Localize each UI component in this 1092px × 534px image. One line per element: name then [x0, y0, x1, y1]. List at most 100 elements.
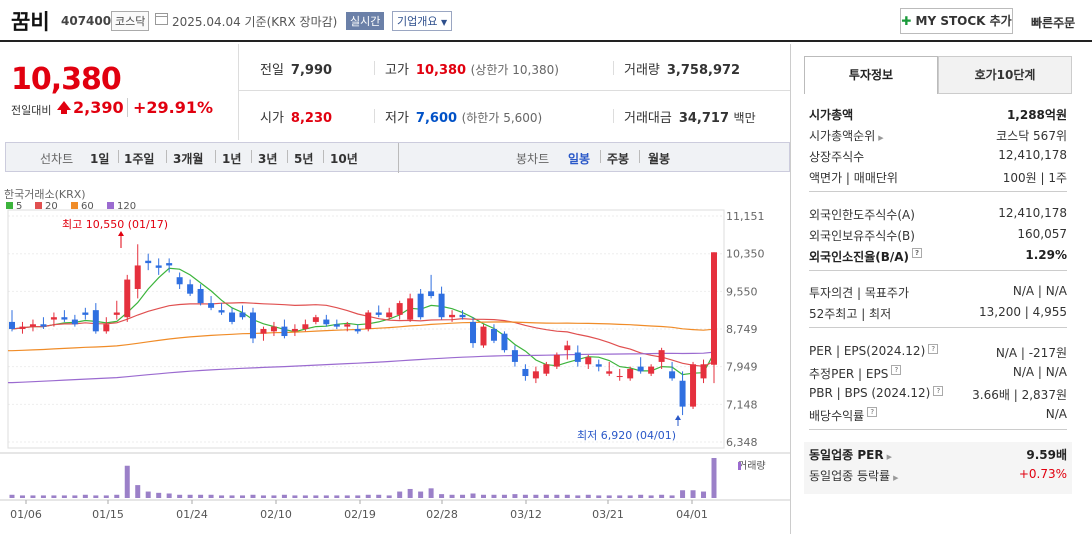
add-mystock-button[interactable]: ✚ MY STOCK 추가: [900, 8, 1013, 34]
current-price: 10,380: [11, 62, 122, 97]
period-10y[interactable]: 10년: [330, 152, 358, 166]
divider: [238, 44, 239, 140]
candle-body: [407, 298, 414, 320]
volume-bar: [669, 495, 675, 498]
help-icon[interactable]: ?: [933, 386, 944, 396]
volume-bar: [334, 495, 340, 498]
info-key: 52주최고 | 최저: [809, 307, 892, 321]
volume-bar: [407, 488, 413, 498]
tab-orderbook[interactable]: 호가10단계: [938, 56, 1072, 94]
quote-date: 2025.04.04 기준(KRX 장마감): [172, 15, 338, 29]
info-row: 액면가 | 매매단위 100원 | 1주: [809, 167, 1067, 187]
volume-bar: [260, 495, 266, 498]
ma-line-120: [8, 351, 715, 384]
candle-body: [532, 371, 539, 379]
company-overview-dropdown[interactable]: 기업개요 ▼: [392, 11, 453, 31]
candle-daily[interactable]: 일봉: [568, 152, 591, 166]
info-key: 추정PER | EPS?: [809, 365, 902, 382]
high-arrow-icon: [118, 231, 124, 236]
divider: [809, 270, 1067, 271]
legend-label: 5: [16, 201, 22, 212]
quote-high: 고가 10,380 (상한가 10,380): [385, 63, 559, 78]
volume-bar: [543, 494, 549, 498]
plot-frame: [7, 209, 725, 449]
y-axis: 11,151 10,350 9,550 8,749 7,949 7,148 6,348: [726, 210, 765, 449]
divider: [790, 44, 791, 534]
volume-bar: [480, 494, 486, 498]
candle-body: [354, 328, 361, 332]
volume-bar: [166, 493, 172, 498]
high-label: 최고 10,550 (01/17): [62, 218, 168, 231]
chevron-right-icon[interactable]: ▶: [886, 453, 892, 461]
ma-line-5: [11, 267, 715, 376]
volume-bar: [522, 494, 528, 498]
help-icon[interactable]: ?: [912, 248, 923, 258]
volume-bar: [292, 495, 298, 498]
ma-legend: 5 20 60 120: [6, 201, 136, 212]
candle-body: [208, 303, 215, 308]
help-icon[interactable]: ?: [928, 344, 939, 354]
period-bar: [5, 142, 790, 172]
legend-swatch: [35, 202, 42, 209]
candle-body: [9, 321, 15, 329]
candle-body: [113, 312, 120, 315]
period-1y[interactable]: 1년: [222, 152, 242, 166]
calendar-icon: [155, 13, 168, 25]
candle-body: [134, 265, 141, 289]
plus-icon: ✚: [901, 14, 912, 28]
volume-bar: [627, 495, 633, 498]
low-label: 최저 6,920 (04/01): [577, 429, 676, 442]
period-3y[interactable]: 3년: [258, 152, 278, 166]
volume-bar: [460, 494, 466, 498]
period-3m[interactable]: 3개월: [173, 152, 204, 166]
x-tick-label: 02/10: [260, 508, 292, 521]
realtime-badge[interactable]: 실시간: [346, 12, 385, 30]
info-value: 3.66배 | 2,837원: [972, 388, 1067, 402]
candle-body: [323, 319, 330, 325]
period-5y[interactable]: 5년: [294, 152, 314, 166]
volume-bar: [659, 494, 665, 498]
info-row: 배당수익률? N/A: [809, 405, 1067, 425]
low-arrow-icon: [675, 415, 681, 420]
info-row: 투자의견 | 목표주가 N/A | N/A: [809, 282, 1067, 302]
divider: [809, 429, 1067, 430]
candle-body: [574, 352, 581, 362]
candle-weekly[interactable]: 주봉: [607, 152, 630, 166]
candle-body: [155, 265, 162, 268]
chevron-right-icon[interactable]: ▶: [878, 134, 884, 142]
info-row: 동일업종 PER ▶ 9.59배: [809, 444, 1067, 464]
help-icon[interactable]: ?: [867, 407, 878, 417]
candle-body: [627, 368, 634, 379]
info-value: +0.73%: [1018, 467, 1067, 481]
candle-body: [490, 328, 497, 341]
y-tick-label: 7,148: [726, 398, 758, 411]
quick-order-link[interactable]: 빠른주문: [1031, 16, 1076, 30]
info-value: 12,410,178: [998, 206, 1067, 220]
volume-bar: [554, 494, 560, 498]
industry-section-bg: [804, 442, 1072, 494]
stock-header: 꿈비 407400 코스닥 2025.04.04 기준(KRX 장마감) 실시간…: [0, 0, 1092, 42]
candle-body: [239, 312, 246, 318]
help-icon[interactable]: ?: [891, 365, 902, 375]
info-tabs: 투자정보 호가10단계: [804, 56, 1072, 94]
legend-swatch: [6, 202, 13, 209]
volume-bar: [355, 495, 361, 498]
info-value: 9.59배: [1026, 448, 1067, 462]
volume-bar: [82, 494, 88, 498]
period-1w[interactable]: 1주일: [124, 152, 155, 166]
info-row: 시가총액 1,288억원: [809, 104, 1067, 124]
chevron-right-icon[interactable]: ▶: [893, 474, 899, 482]
volume-bar: [617, 495, 623, 498]
x-tick-label: 01/15: [92, 508, 124, 521]
info-key: PER | EPS(2024.12)?: [809, 344, 939, 358]
candle-body: [595, 364, 602, 367]
price-chart[interactable]: 한국거래소(KRX) 5 20 60 120 11,151 10,350 9,550 8,7…: [0, 180, 790, 530]
tab-invest-info[interactable]: 투자정보: [804, 56, 938, 94]
volume-legend-swatch: [738, 462, 741, 470]
y-tick-label: 10,350: [726, 248, 765, 261]
candle-monthly[interactable]: 월봉: [648, 152, 671, 166]
chart-grid: [0, 209, 790, 501]
volume-bar: [439, 494, 445, 498]
period-1d[interactable]: 1일: [90, 152, 110, 166]
info-value: N/A: [1045, 407, 1067, 421]
